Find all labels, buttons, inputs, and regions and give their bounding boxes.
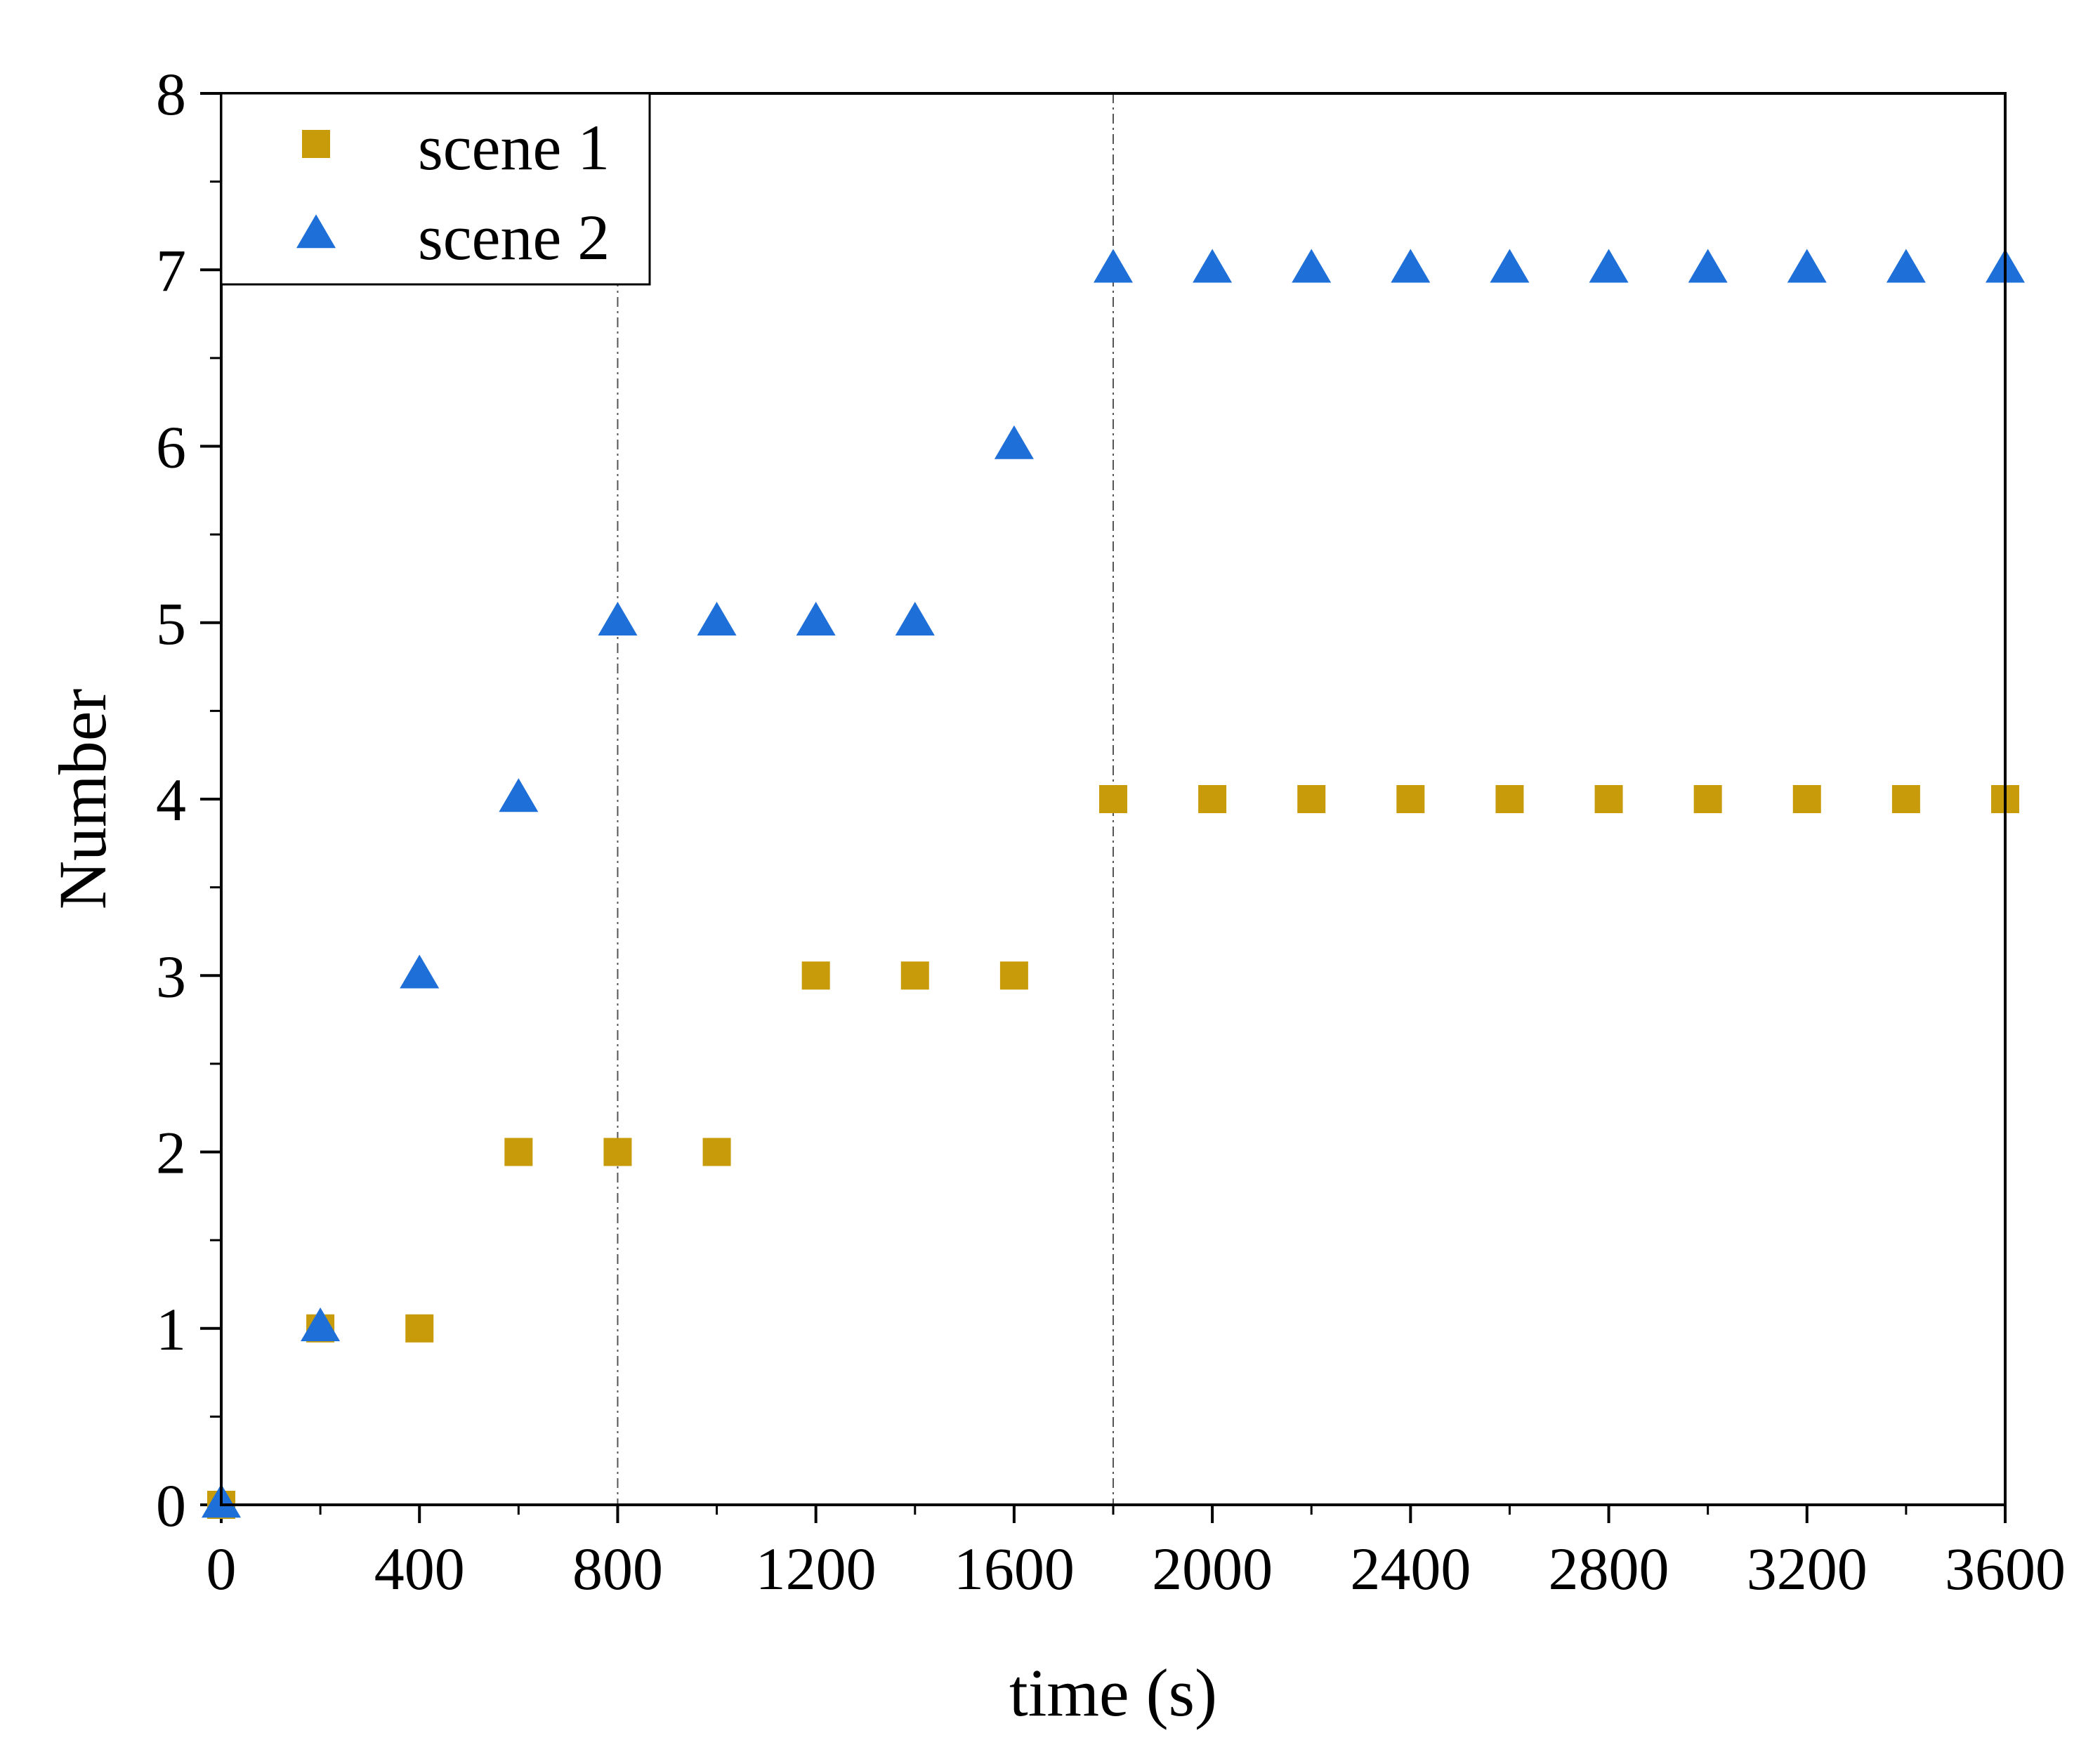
data-point-square: [900, 961, 929, 990]
data-point-square: [1297, 785, 1326, 813]
x-tick-label: 0: [206, 1535, 237, 1602]
x-tick-label: 400: [374, 1535, 465, 1602]
x-tick-label: 2000: [1152, 1535, 1273, 1602]
data-point-triangle: [598, 601, 638, 635]
legend: scene 1 scene 2: [220, 92, 651, 286]
data-point-triangle: [1292, 249, 1332, 283]
data-point-triangle: [499, 778, 539, 812]
data-point-square: [702, 1138, 731, 1166]
x-axis-title: time (s): [1009, 1655, 1217, 1730]
data-point-square: [1099, 785, 1127, 813]
data-point-square: [1792, 785, 1821, 813]
data-point-triangle: [796, 601, 836, 635]
data-point-square: [504, 1138, 533, 1166]
data-point-triangle: [301, 1307, 341, 1341]
x-tick-label: 1600: [954, 1535, 1075, 1602]
legend-box: [220, 92, 651, 286]
data-point-triangle: [1688, 249, 1728, 283]
x-tick-label: 2800: [1549, 1535, 1669, 1602]
axis-ticks: [200, 92, 2007, 1523]
y-tick-label: 5: [156, 590, 186, 657]
legend-label: scene 2: [418, 202, 610, 273]
y-tick-label: 0: [156, 1472, 186, 1539]
plot-frame: [220, 92, 2007, 1506]
data-point-triangle: [994, 425, 1034, 459]
data-point-triangle: [1193, 249, 1233, 283]
data-point-triangle: [1787, 249, 1827, 283]
data-point-triangle: [1886, 249, 1926, 283]
data-point-triangle: [1094, 249, 1133, 283]
y-tick-label: 8: [156, 60, 186, 128]
x-tick-label: 3200: [1747, 1535, 1868, 1602]
x-tick-label: 800: [572, 1535, 663, 1602]
y-tick-label: 7: [156, 237, 186, 304]
legend-marker-triangle: [296, 214, 336, 249]
reference-lines: [617, 93, 1114, 1505]
legend-marker-square: [302, 130, 330, 158]
data-point-square: [405, 1314, 434, 1343]
data-point-square: [999, 961, 1028, 990]
x-tick-label: 3600: [1945, 1535, 2066, 1602]
tick-labels: 0 400 800 1200 1600 2000 2400 2800 3200 3600 0 1 2 3 4…: [156, 60, 2066, 1602]
legend-label: scene 1: [418, 112, 610, 183]
data-point-square: [603, 1138, 632, 1166]
data-point-triangle: [697, 601, 737, 635]
data-point-square: [1198, 785, 1227, 813]
data-point-square: [1693, 785, 1722, 813]
y-tick-label: 3: [156, 942, 186, 1010]
data-point-triangle: [1589, 249, 1629, 283]
data-markers: [202, 249, 2025, 1519]
data-point-square: [1891, 785, 1920, 813]
y-tick-label: 4: [156, 766, 186, 834]
data-point-triangle: [1391, 249, 1431, 283]
x-tick-label: 1200: [756, 1535, 877, 1602]
y-axis-title: Number: [45, 689, 120, 910]
data-point-square: [1594, 785, 1623, 813]
x-tick-label: 2400: [1350, 1535, 1471, 1602]
data-point-triangle: [895, 601, 935, 635]
data-point-triangle: [1490, 249, 1530, 283]
data-point-square: [1495, 785, 1524, 813]
series-scene-2: [202, 249, 2025, 1518]
y-tick-label: 1: [156, 1296, 186, 1363]
data-point-triangle: [400, 954, 440, 989]
data-point-square: [801, 961, 830, 990]
series-scene-1: [207, 785, 2019, 1519]
data-point-square: [1396, 785, 1425, 813]
y-tick-label: 6: [156, 414, 186, 481]
y-tick-label: 2: [156, 1119, 186, 1187]
